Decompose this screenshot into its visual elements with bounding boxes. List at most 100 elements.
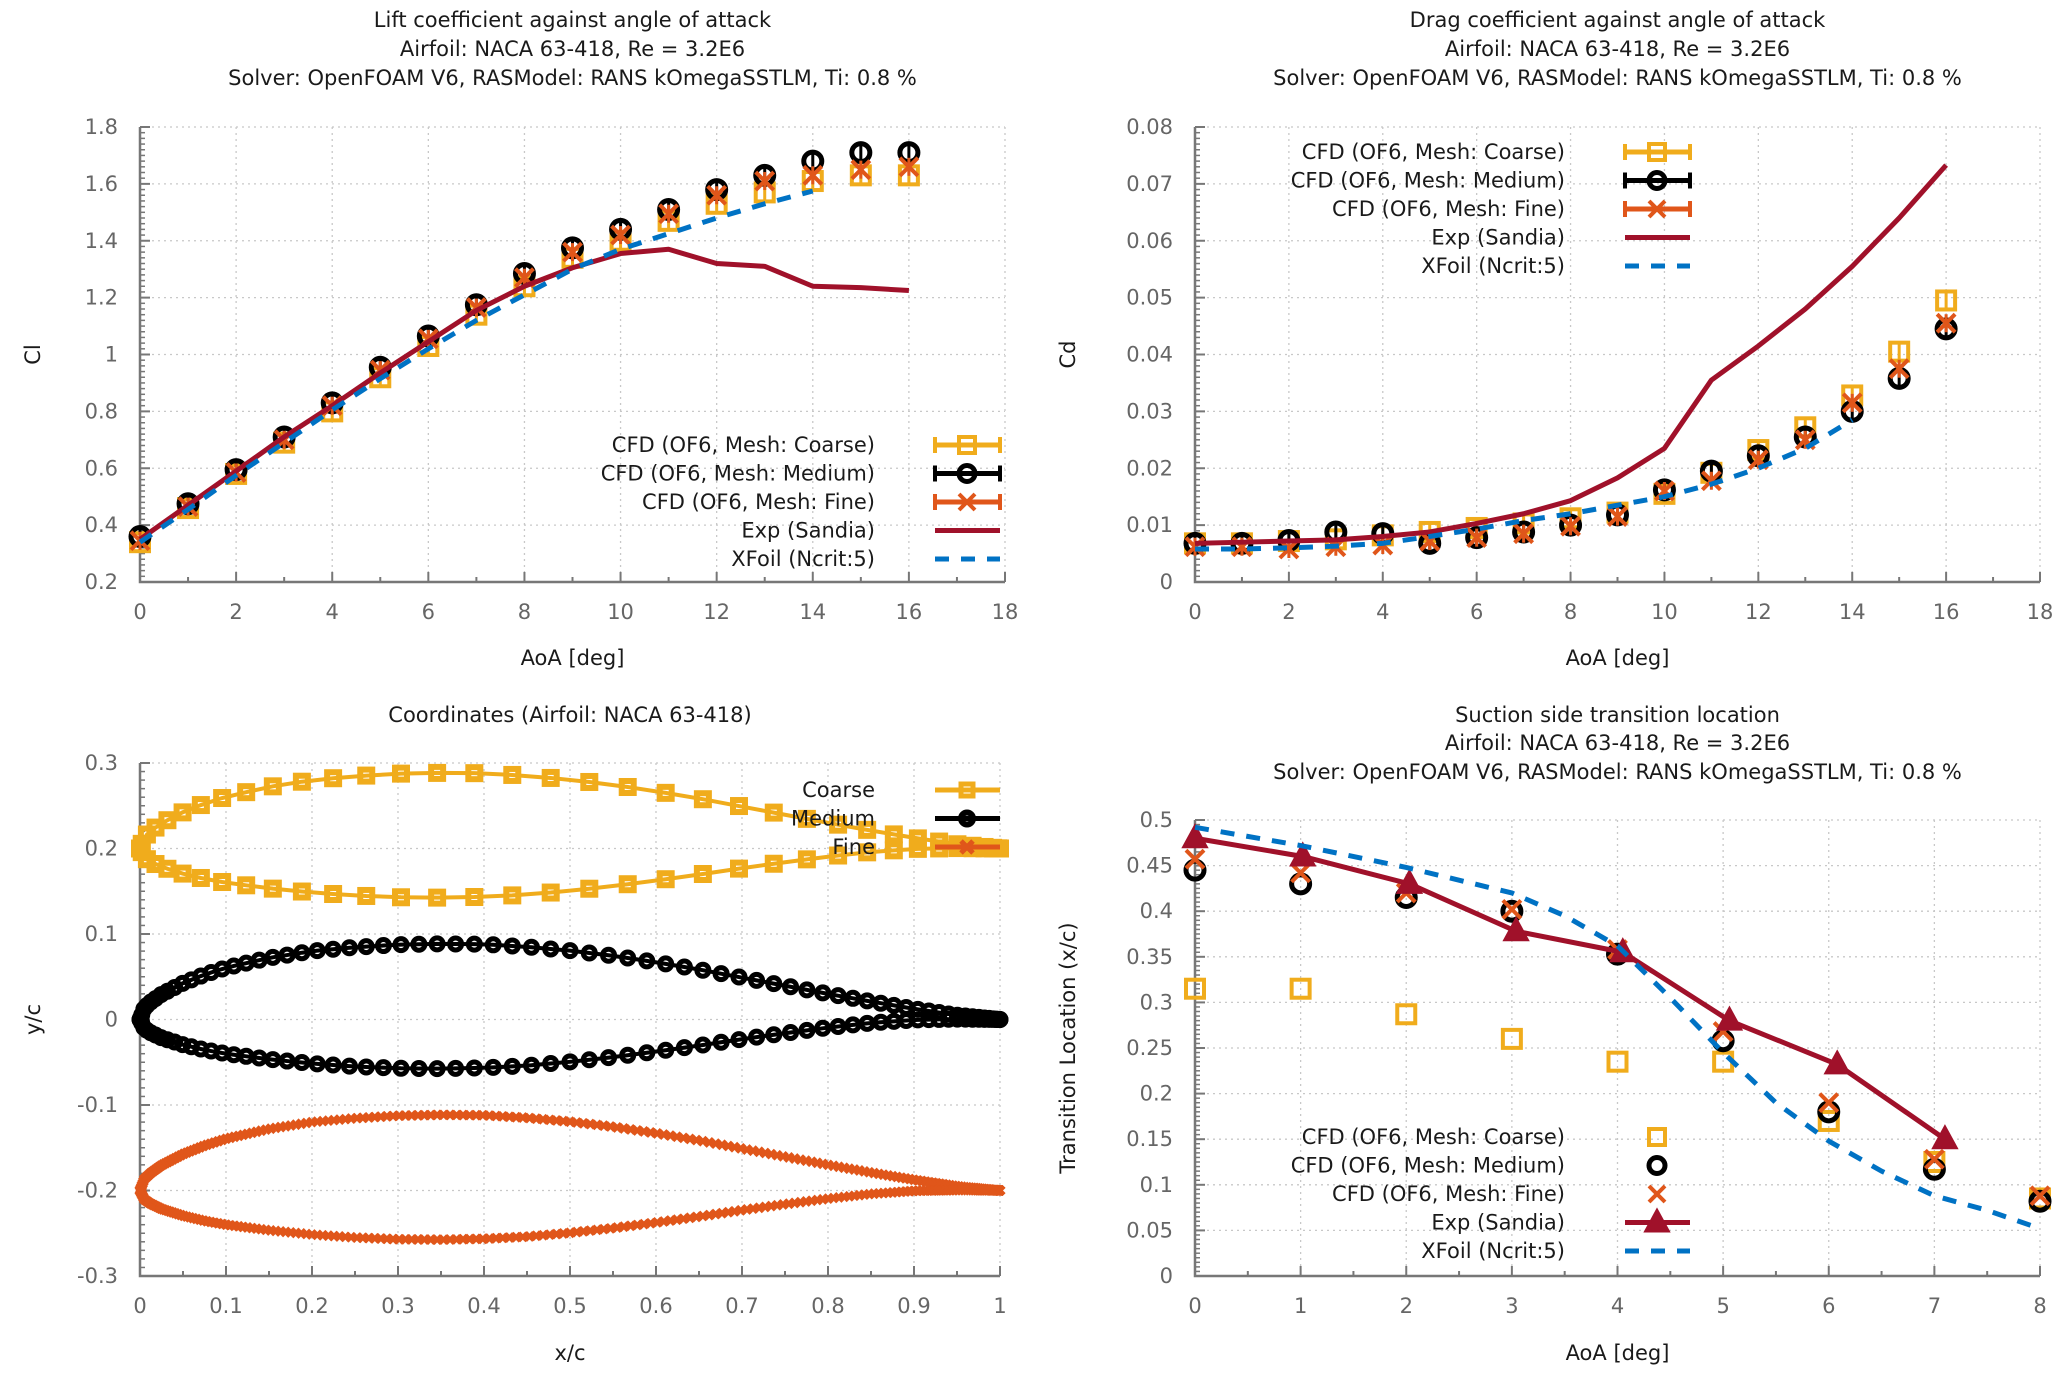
y-tick-label: -0.3 bbox=[77, 1264, 118, 1288]
data-point bbox=[410, 935, 428, 953]
data-point bbox=[797, 850, 816, 869]
data-point bbox=[392, 1059, 410, 1077]
legend-marker bbox=[956, 463, 978, 484]
x-tick-label: 12 bbox=[703, 600, 730, 624]
x-tick-label: 0.9 bbox=[897, 1294, 930, 1318]
x-tick-label: 6 bbox=[1822, 1294, 1835, 1318]
data-point bbox=[340, 939, 358, 957]
data-point bbox=[1923, 1151, 1946, 1173]
data-point bbox=[619, 1046, 637, 1064]
x-tick-label: 0 bbox=[1188, 600, 1201, 624]
legend-marker bbox=[1646, 1155, 1668, 1176]
data-point bbox=[264, 948, 282, 966]
x-tick-label: 0.5 bbox=[553, 1294, 586, 1318]
x-tick-label: 1 bbox=[993, 1294, 1006, 1318]
legend-label: CFD (OF6, Mesh: Medium) bbox=[601, 462, 875, 486]
data-point bbox=[814, 984, 832, 1002]
data-point bbox=[374, 937, 392, 955]
data-point bbox=[844, 1016, 862, 1034]
x-tick-label: 6 bbox=[1470, 600, 1483, 624]
legend-marker bbox=[957, 492, 977, 512]
data-point bbox=[391, 764, 410, 783]
chart-title-line: Airfoil: NACA 63-418, Re = 3.2E6 bbox=[1445, 37, 1790, 61]
data-point bbox=[764, 854, 783, 873]
y-axis-label: y/c bbox=[21, 1004, 45, 1035]
x-tick-label: 2 bbox=[229, 600, 242, 624]
data-point bbox=[465, 764, 484, 783]
data-point bbox=[964, 1010, 982, 1028]
y-tick-label: 0.1 bbox=[1140, 1173, 1173, 1197]
data-point bbox=[600, 1049, 618, 1067]
chart-title-line: Suction side transition location bbox=[1455, 703, 1780, 727]
data-point bbox=[562, 241, 583, 263]
x-tick-label: 8 bbox=[518, 600, 531, 624]
chart-title-line: Solver: OpenFOAM V6, RASModel: RANS kOme… bbox=[1273, 66, 1962, 90]
data-point bbox=[600, 946, 618, 964]
x-tick-label: 18 bbox=[992, 600, 1019, 624]
data-point bbox=[658, 203, 680, 225]
y-tick-label: 0.01 bbox=[1126, 513, 1173, 537]
y-tick-label: 0 bbox=[1160, 570, 1173, 594]
legend-label: XFoil (Ncrit:5) bbox=[1421, 1239, 1565, 1263]
data-point bbox=[898, 156, 920, 178]
data-point bbox=[1823, 1049, 1851, 1075]
legend-label: XFoil (Ncrit:5) bbox=[1421, 254, 1565, 278]
data-point bbox=[798, 1021, 816, 1039]
data-point bbox=[447, 1059, 465, 1077]
data-point bbox=[765, 1026, 783, 1044]
x-tick-label: 0.3 bbox=[381, 1294, 414, 1318]
series-1 bbox=[1183, 858, 2052, 1213]
x-tick-label: 8 bbox=[2033, 1294, 2046, 1318]
data-point bbox=[1501, 898, 1523, 920]
y-tick-label: 0.05 bbox=[1126, 1218, 1173, 1242]
data-point bbox=[908, 839, 927, 858]
data-point bbox=[465, 935, 483, 953]
legend-label: Coarse bbox=[802, 778, 875, 802]
data-point bbox=[580, 772, 599, 791]
legend-label: Exp (Sandia) bbox=[1431, 226, 1565, 250]
chart-title-line: Airfoil: NACA 63-418, Re = 3.2E6 bbox=[400, 37, 745, 61]
x-axis-label: AoA [deg] bbox=[521, 646, 625, 670]
data-point bbox=[134, 1185, 146, 1196]
data-point bbox=[638, 1044, 656, 1062]
data-point bbox=[428, 888, 447, 907]
data-point bbox=[522, 938, 540, 956]
data-point bbox=[503, 765, 522, 784]
chart-lift: Lift coefficient against angle of attack… bbox=[21, 8, 1018, 670]
data-point bbox=[580, 1051, 598, 1069]
data-point bbox=[213, 873, 232, 892]
legend-marker bbox=[1646, 170, 1668, 191]
data-point bbox=[610, 224, 631, 246]
data-point bbox=[1935, 289, 1958, 312]
data-point bbox=[657, 1041, 675, 1059]
series-medium bbox=[131, 935, 1009, 1078]
data-point bbox=[829, 987, 847, 1005]
legend-marker bbox=[959, 839, 975, 855]
legend-label: CFD (OF6, Mesh: Fine) bbox=[1332, 197, 1565, 221]
x-tick-label: 5 bbox=[1716, 1294, 1729, 1318]
series-line bbox=[138, 246, 910, 542]
data-point bbox=[730, 797, 749, 816]
data-point bbox=[465, 888, 484, 907]
data-point bbox=[2028, 1189, 2052, 1213]
y-tick-label: 1.2 bbox=[85, 286, 118, 310]
legend-label: Exp (Sandia) bbox=[741, 519, 875, 543]
series-4 bbox=[1194, 824, 2041, 1231]
x-tick-label: 8 bbox=[1564, 600, 1577, 624]
y-tick-label: 1.4 bbox=[85, 229, 118, 253]
x-axis-label: AoA [deg] bbox=[1566, 646, 1670, 670]
data-point bbox=[675, 1039, 693, 1057]
chart-coords: Coordinates (Airfoil: NACA 63-418) 0 0.1 0.… bbox=[21, 703, 1009, 1365]
y-axis-label: Cl bbox=[21, 344, 45, 365]
data-point bbox=[278, 946, 296, 964]
legend-label: CFD (OF6, Mesh: Coarse) bbox=[1302, 1125, 1565, 1149]
chart-title-line: Solver: OpenFOAM V6, RASModel: RANS kOme… bbox=[1273, 760, 1962, 784]
data-point bbox=[1888, 358, 1910, 380]
data-point bbox=[541, 768, 560, 787]
data-point bbox=[324, 940, 342, 958]
chart-title-line: Solver: OpenFOAM V6, RASModel: RANS kOme… bbox=[228, 66, 917, 90]
x-tick-label: 10 bbox=[607, 600, 634, 624]
data-point bbox=[844, 989, 862, 1007]
legend-marker bbox=[1647, 199, 1667, 219]
data-point bbox=[829, 815, 848, 834]
